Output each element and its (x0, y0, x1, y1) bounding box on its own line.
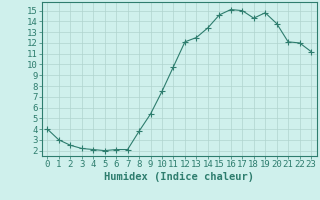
X-axis label: Humidex (Indice chaleur): Humidex (Indice chaleur) (104, 172, 254, 182)
